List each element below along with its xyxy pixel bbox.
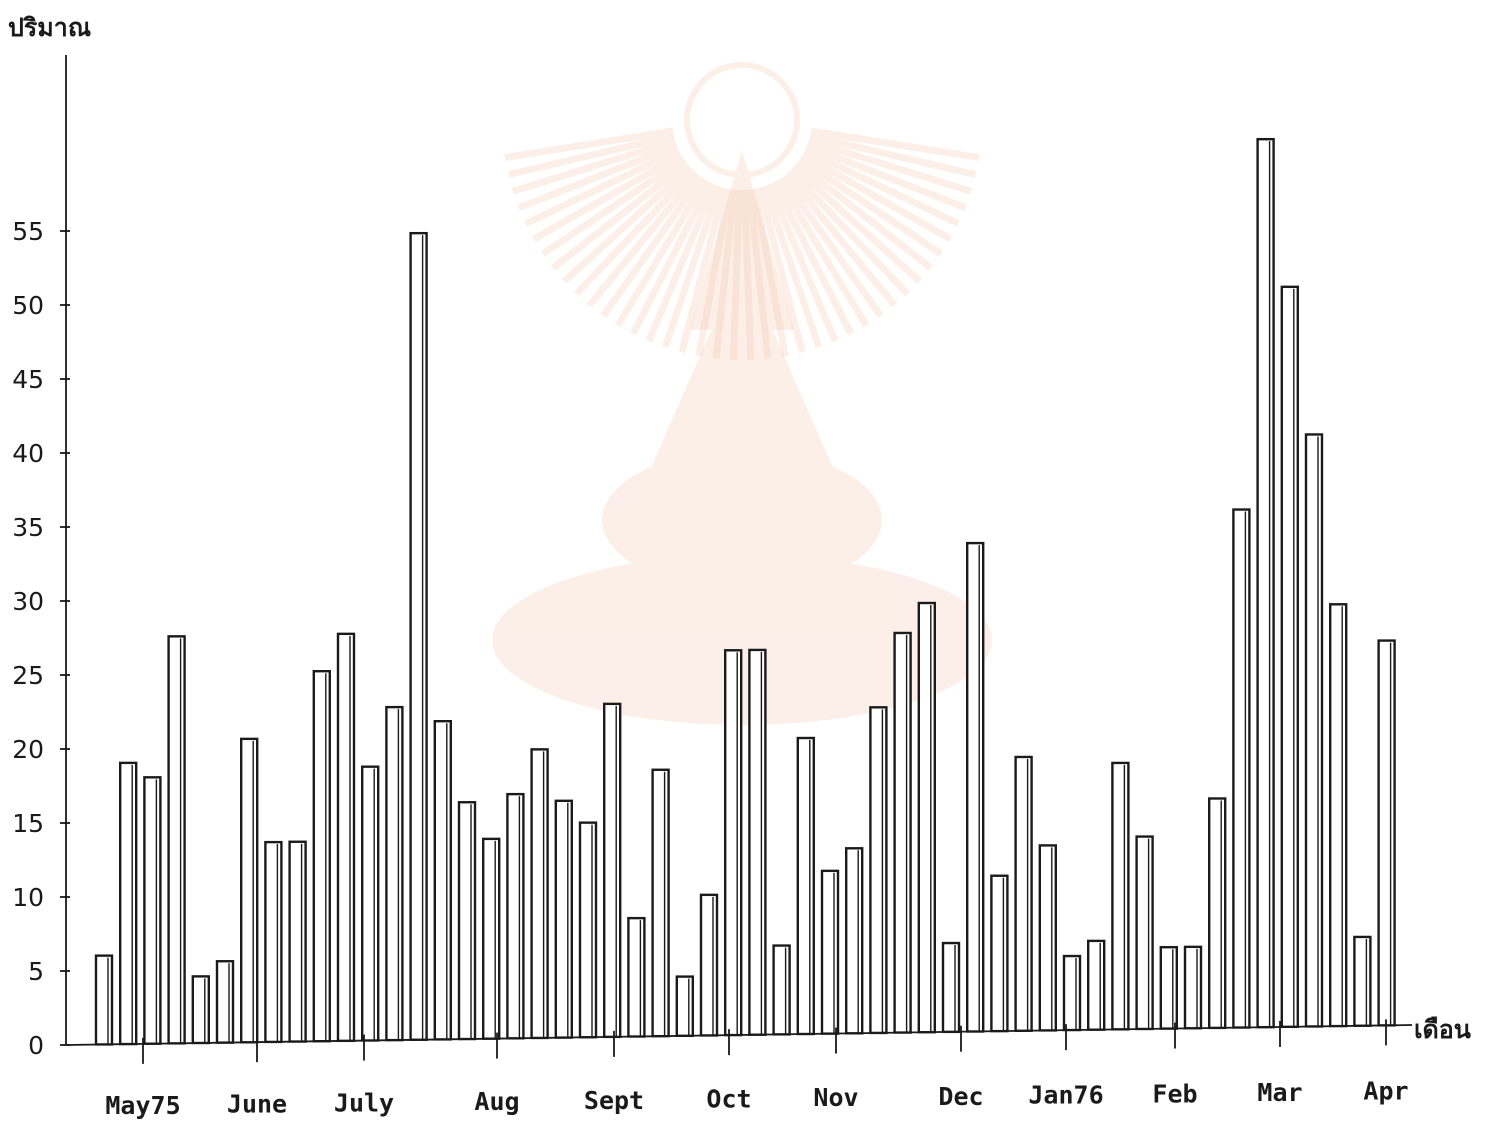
bar: [1183, 945, 1203, 1030]
bar: [1377, 639, 1396, 1027]
bar: [1159, 946, 1179, 1030]
bar: [675, 975, 694, 1038]
x-tick-label: Aug: [474, 1087, 519, 1116]
x-tick-label: May75: [105, 1091, 180, 1120]
bar: [1062, 954, 1082, 1032]
bar: [1280, 285, 1300, 1029]
bar: [1256, 137, 1275, 1029]
bar: [312, 669, 331, 1043]
bar: [1232, 508, 1251, 1029]
bar: [1014, 755, 1033, 1032]
bar: [506, 792, 525, 1040]
bar: [215, 960, 235, 1044]
bar: [409, 231, 428, 1041]
x-tick-label: Mar: [1257, 1078, 1302, 1107]
bar: [1353, 935, 1372, 1027]
bar: [143, 776, 162, 1045]
x-tick-label: Sept: [584, 1086, 644, 1115]
y-tick-label: 35: [12, 513, 44, 542]
bar: [191, 975, 211, 1045]
bar: [627, 916, 646, 1038]
y-tick-label: 50: [12, 291, 44, 320]
x-axis-title: เดือน: [1414, 1015, 1471, 1044]
bar: [820, 869, 840, 1035]
bar: [724, 649, 743, 1037]
bar: [94, 954, 114, 1046]
x-tick-label: June: [227, 1090, 287, 1119]
bar: [457, 801, 477, 1041]
bar: [336, 632, 356, 1043]
bar: [1086, 939, 1106, 1031]
bar: [530, 748, 549, 1040]
bar: [239, 737, 259, 1044]
x-tick-label: Dec: [938, 1082, 983, 1111]
bar: [482, 837, 501, 1040]
bar: [603, 702, 622, 1039]
bar: [1328, 603, 1348, 1028]
bar: [651, 768, 670, 1038]
bar: [845, 847, 864, 1035]
y-tick-label: 45: [12, 365, 44, 394]
y-tick-label: 25: [12, 661, 44, 690]
x-tick-label: Oct: [706, 1085, 751, 1114]
y-tick-label: 5: [28, 957, 44, 986]
x-tick-label: July: [334, 1088, 394, 1117]
bar: [1207, 797, 1227, 1030]
bar: [433, 720, 452, 1041]
bar: [167, 635, 186, 1045]
bar: [966, 541, 985, 1033]
x-tick-label: Jan76: [1028, 1081, 1103, 1110]
bar: [869, 706, 888, 1035]
y-tick-label: 40: [12, 439, 44, 468]
bar: [1304, 433, 1324, 1028]
y-axis-title: ปริมาณ: [8, 13, 92, 42]
y-tick-label: 0: [28, 1031, 44, 1060]
bar: [917, 601, 936, 1034]
y-tick-label: 20: [12, 735, 44, 764]
bar: [990, 874, 1009, 1033]
bar: [385, 705, 404, 1042]
y-tick-label: 55: [12, 217, 44, 246]
bar: [941, 941, 961, 1034]
bar: [1135, 835, 1154, 1031]
x-tick-label: Feb: [1152, 1079, 1197, 1108]
x-tick-label: Apr: [1363, 1077, 1408, 1106]
bar: [1038, 844, 1058, 1032]
bar: [796, 736, 815, 1036]
y-tick-label: 15: [12, 809, 44, 838]
bar: [1111, 761, 1130, 1031]
y-tick-label: 10: [12, 883, 44, 912]
bar: [264, 840, 283, 1044]
y-tick-label: 30: [12, 587, 44, 616]
bar: [893, 631, 912, 1034]
bar: [288, 840, 307, 1043]
bar: [772, 944, 791, 1036]
bar: [118, 761, 138, 1046]
bar: [699, 893, 719, 1037]
bar: [554, 799, 573, 1039]
bar: [748, 648, 767, 1036]
x-tick-label: Nov: [813, 1083, 858, 1112]
bar: [578, 821, 598, 1039]
bar: [361, 765, 380, 1042]
